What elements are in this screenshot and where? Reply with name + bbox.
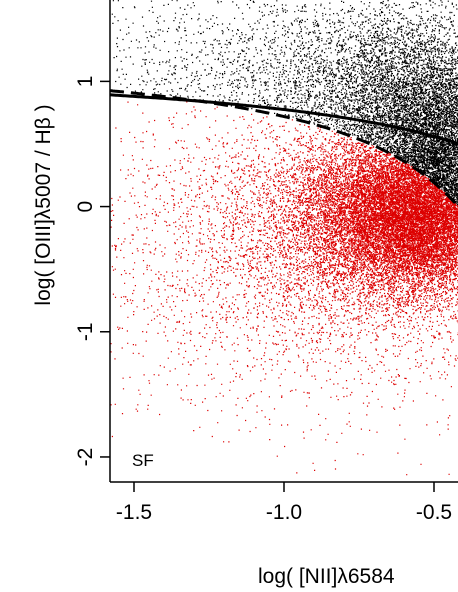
axes: -1.5 -1.0 -0.5 -2 -1 0 1 [74, 0, 458, 524]
y-tick-label: -2 [74, 448, 97, 467]
x-axis-label: log( [NII]λ6584 [258, 565, 395, 588]
x-tick-label: -1.5 [116, 501, 152, 524]
x-tick-label: -0.5 [416, 501, 452, 524]
y-axis-label: log( [OIII]λ5007 / Hβ ) [32, 104, 55, 305]
y-tick-label: 1 [74, 76, 97, 88]
kauffmann-line-dashed [110, 89, 458, 209]
y-tick-label: 0 [74, 201, 97, 213]
kewley-line-solid [110, 93, 458, 145]
scatter-series-black [111, 0, 458, 206]
y-tick-label: -1 [74, 322, 97, 341]
scatter-series-red [110, 94, 458, 476]
demarcation-curves [110, 89, 458, 209]
x-tick-label: -1.0 [266, 501, 302, 524]
sf-annotation: SF [132, 451, 154, 470]
scatter-points [110, 0, 458, 476]
